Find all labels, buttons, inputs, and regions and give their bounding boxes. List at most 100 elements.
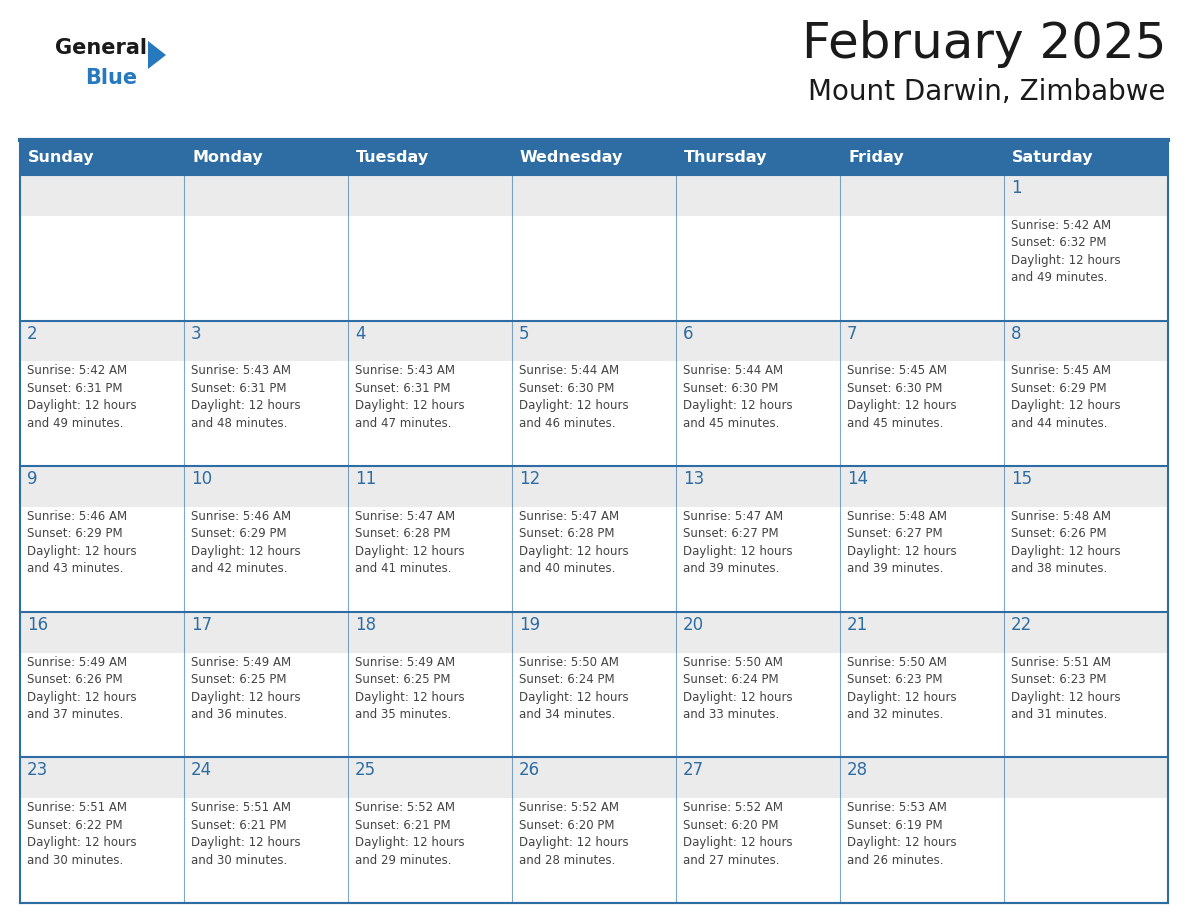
Bar: [840, 507, 1004, 611]
Text: Sunrise: 5:43 AM
Sunset: 6:31 PM
Daylight: 12 hours
and 47 minutes.: Sunrise: 5:43 AM Sunset: 6:31 PM Dayligh…: [355, 364, 465, 430]
Bar: [20, 507, 184, 611]
Text: Sunrise: 5:48 AM
Sunset: 6:26 PM
Daylight: 12 hours
and 38 minutes.: Sunrise: 5:48 AM Sunset: 6:26 PM Dayligh…: [1011, 510, 1120, 576]
Bar: [184, 798, 348, 903]
Bar: [512, 798, 676, 903]
Bar: [512, 507, 676, 611]
Bar: [840, 216, 1004, 320]
Bar: [1004, 216, 1168, 320]
Text: Sunrise: 5:51 AM
Sunset: 6:23 PM
Daylight: 12 hours
and 31 minutes.: Sunrise: 5:51 AM Sunset: 6:23 PM Dayligh…: [1011, 655, 1120, 721]
Text: February 2025: February 2025: [802, 20, 1165, 68]
Text: Sunrise: 5:49 AM
Sunset: 6:25 PM
Daylight: 12 hours
and 36 minutes.: Sunrise: 5:49 AM Sunset: 6:25 PM Dayligh…: [191, 655, 301, 721]
Text: Monday: Monday: [192, 150, 263, 165]
Bar: [20, 175, 1168, 320]
Text: 8: 8: [1011, 325, 1022, 342]
Polygon shape: [148, 41, 166, 69]
Text: 12: 12: [519, 470, 541, 488]
Bar: [20, 757, 1168, 903]
Text: 28: 28: [847, 761, 868, 779]
Bar: [840, 362, 1004, 466]
Bar: [676, 653, 840, 757]
Text: Sunrise: 5:43 AM
Sunset: 6:31 PM
Daylight: 12 hours
and 48 minutes.: Sunrise: 5:43 AM Sunset: 6:31 PM Dayligh…: [191, 364, 301, 430]
Bar: [1004, 798, 1168, 903]
Bar: [348, 362, 512, 466]
Bar: [348, 653, 512, 757]
Text: Mount Darwin, Zimbabwe: Mount Darwin, Zimbabwe: [809, 78, 1165, 106]
Bar: [348, 507, 512, 611]
Text: Sunrise: 5:50 AM
Sunset: 6:24 PM
Daylight: 12 hours
and 33 minutes.: Sunrise: 5:50 AM Sunset: 6:24 PM Dayligh…: [683, 655, 792, 721]
Text: Sunday: Sunday: [29, 150, 95, 165]
Bar: [20, 611, 1168, 757]
Text: Sunrise: 5:50 AM
Sunset: 6:24 PM
Daylight: 12 hours
and 34 minutes.: Sunrise: 5:50 AM Sunset: 6:24 PM Dayligh…: [519, 655, 628, 721]
Bar: [20, 798, 184, 903]
Text: 13: 13: [683, 470, 704, 488]
Text: Thursday: Thursday: [684, 150, 767, 165]
Text: 25: 25: [355, 761, 377, 779]
Bar: [676, 216, 840, 320]
Text: Sunrise: 5:42 AM
Sunset: 6:32 PM
Daylight: 12 hours
and 49 minutes.: Sunrise: 5:42 AM Sunset: 6:32 PM Dayligh…: [1011, 218, 1120, 285]
Text: Sunrise: 5:46 AM
Sunset: 6:29 PM
Daylight: 12 hours
and 43 minutes.: Sunrise: 5:46 AM Sunset: 6:29 PM Dayligh…: [27, 510, 137, 576]
Text: General: General: [55, 38, 147, 58]
Text: 24: 24: [191, 761, 213, 779]
Text: 14: 14: [847, 470, 868, 488]
Bar: [20, 216, 184, 320]
Text: Wednesday: Wednesday: [520, 150, 624, 165]
Bar: [20, 362, 184, 466]
Bar: [676, 798, 840, 903]
Text: 3: 3: [191, 325, 202, 342]
Text: 23: 23: [27, 761, 49, 779]
Text: Sunrise: 5:52 AM
Sunset: 6:20 PM
Daylight: 12 hours
and 28 minutes.: Sunrise: 5:52 AM Sunset: 6:20 PM Dayligh…: [519, 801, 628, 867]
Bar: [676, 507, 840, 611]
Bar: [184, 362, 348, 466]
Text: Friday: Friday: [848, 150, 904, 165]
Bar: [1004, 507, 1168, 611]
Text: Sunrise: 5:51 AM
Sunset: 6:21 PM
Daylight: 12 hours
and 30 minutes.: Sunrise: 5:51 AM Sunset: 6:21 PM Dayligh…: [191, 801, 301, 867]
Text: 6: 6: [683, 325, 694, 342]
Text: Sunrise: 5:51 AM
Sunset: 6:22 PM
Daylight: 12 hours
and 30 minutes.: Sunrise: 5:51 AM Sunset: 6:22 PM Dayligh…: [27, 801, 137, 867]
Bar: [184, 216, 348, 320]
Bar: [676, 362, 840, 466]
Bar: [840, 798, 1004, 903]
Text: Sunrise: 5:52 AM
Sunset: 6:21 PM
Daylight: 12 hours
and 29 minutes.: Sunrise: 5:52 AM Sunset: 6:21 PM Dayligh…: [355, 801, 465, 867]
Text: 7: 7: [847, 325, 858, 342]
Text: 10: 10: [191, 470, 213, 488]
Bar: [184, 507, 348, 611]
Text: 16: 16: [27, 616, 49, 633]
Bar: [1004, 362, 1168, 466]
Text: 19: 19: [519, 616, 541, 633]
Bar: [512, 653, 676, 757]
Bar: [20, 140, 1168, 175]
Text: Sunrise: 5:45 AM
Sunset: 6:29 PM
Daylight: 12 hours
and 44 minutes.: Sunrise: 5:45 AM Sunset: 6:29 PM Dayligh…: [1011, 364, 1120, 430]
Text: Sunrise: 5:50 AM
Sunset: 6:23 PM
Daylight: 12 hours
and 32 minutes.: Sunrise: 5:50 AM Sunset: 6:23 PM Dayligh…: [847, 655, 956, 721]
Bar: [20, 320, 1168, 466]
Text: Sunrise: 5:45 AM
Sunset: 6:30 PM
Daylight: 12 hours
and 45 minutes.: Sunrise: 5:45 AM Sunset: 6:30 PM Dayligh…: [847, 364, 956, 430]
Text: 1: 1: [1011, 179, 1022, 197]
Text: 18: 18: [355, 616, 377, 633]
Text: Blue: Blue: [86, 68, 137, 88]
Text: 9: 9: [27, 470, 38, 488]
Text: Tuesday: Tuesday: [356, 150, 429, 165]
Text: Sunrise: 5:46 AM
Sunset: 6:29 PM
Daylight: 12 hours
and 42 minutes.: Sunrise: 5:46 AM Sunset: 6:29 PM Dayligh…: [191, 510, 301, 576]
Bar: [20, 466, 1168, 611]
Text: Sunrise: 5:44 AM
Sunset: 6:30 PM
Daylight: 12 hours
and 45 minutes.: Sunrise: 5:44 AM Sunset: 6:30 PM Dayligh…: [683, 364, 792, 430]
Text: Sunrise: 5:47 AM
Sunset: 6:27 PM
Daylight: 12 hours
and 39 minutes.: Sunrise: 5:47 AM Sunset: 6:27 PM Dayligh…: [683, 510, 792, 576]
Text: 21: 21: [847, 616, 868, 633]
Text: 11: 11: [355, 470, 377, 488]
Text: Sunrise: 5:47 AM
Sunset: 6:28 PM
Daylight: 12 hours
and 41 minutes.: Sunrise: 5:47 AM Sunset: 6:28 PM Dayligh…: [355, 510, 465, 576]
Text: 26: 26: [519, 761, 541, 779]
Text: Sunrise: 5:49 AM
Sunset: 6:26 PM
Daylight: 12 hours
and 37 minutes.: Sunrise: 5:49 AM Sunset: 6:26 PM Dayligh…: [27, 655, 137, 721]
Bar: [184, 653, 348, 757]
Text: 27: 27: [683, 761, 704, 779]
Text: Sunrise: 5:48 AM
Sunset: 6:27 PM
Daylight: 12 hours
and 39 minutes.: Sunrise: 5:48 AM Sunset: 6:27 PM Dayligh…: [847, 510, 956, 576]
Text: Sunrise: 5:53 AM
Sunset: 6:19 PM
Daylight: 12 hours
and 26 minutes.: Sunrise: 5:53 AM Sunset: 6:19 PM Dayligh…: [847, 801, 956, 867]
Text: Saturday: Saturday: [1012, 150, 1093, 165]
Bar: [512, 362, 676, 466]
Text: 20: 20: [683, 616, 704, 633]
Text: 4: 4: [355, 325, 366, 342]
Text: Sunrise: 5:42 AM
Sunset: 6:31 PM
Daylight: 12 hours
and 49 minutes.: Sunrise: 5:42 AM Sunset: 6:31 PM Dayligh…: [27, 364, 137, 430]
Text: Sunrise: 5:49 AM
Sunset: 6:25 PM
Daylight: 12 hours
and 35 minutes.: Sunrise: 5:49 AM Sunset: 6:25 PM Dayligh…: [355, 655, 465, 721]
Text: Sunrise: 5:47 AM
Sunset: 6:28 PM
Daylight: 12 hours
and 40 minutes.: Sunrise: 5:47 AM Sunset: 6:28 PM Dayligh…: [519, 510, 628, 576]
Text: 2: 2: [27, 325, 38, 342]
Bar: [348, 216, 512, 320]
Text: Sunrise: 5:44 AM
Sunset: 6:30 PM
Daylight: 12 hours
and 46 minutes.: Sunrise: 5:44 AM Sunset: 6:30 PM Dayligh…: [519, 364, 628, 430]
Bar: [20, 653, 184, 757]
